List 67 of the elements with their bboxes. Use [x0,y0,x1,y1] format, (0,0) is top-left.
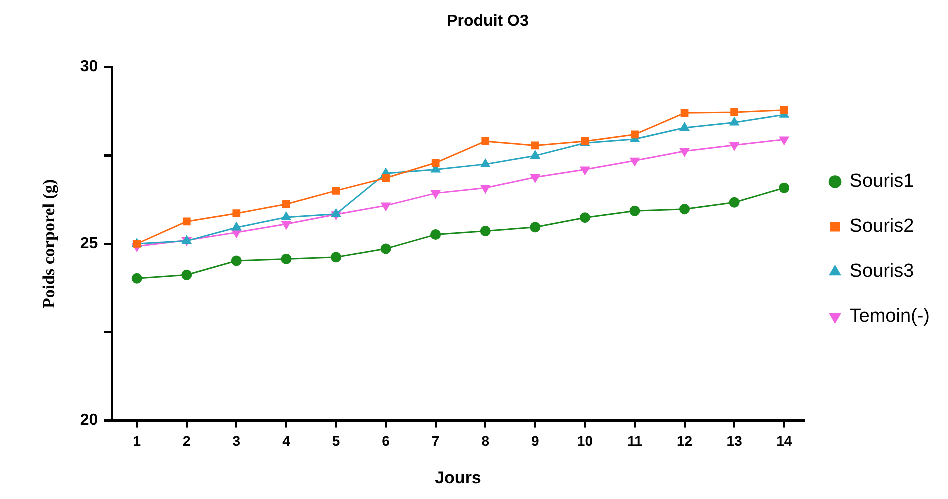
y-tick-label: 30 [80,58,98,76]
point [780,106,788,114]
point [480,226,491,237]
x-tick-label: 3 [232,433,241,450]
point [530,150,540,159]
point [480,159,490,168]
point [282,221,292,230]
x-tick-label: 14 [776,433,792,450]
point [232,222,242,231]
point [531,142,540,150]
x-tick-label: 10 [577,433,594,450]
y-axis-title: Poids corporel (g) [40,179,59,309]
point [730,117,740,126]
point [382,174,390,182]
x-tick-label: 8 [482,433,490,450]
point [530,174,540,183]
point [480,185,490,194]
point [580,212,590,224]
point [779,182,790,194]
point [432,159,440,167]
point [282,212,292,220]
point [380,244,392,254]
x-tick-label: 12 [676,433,693,450]
point [482,138,490,146]
point [331,252,342,263]
point [530,222,541,233]
point [431,190,440,199]
point [332,187,340,195]
point [282,200,290,208]
legend-label: Souris2 [850,216,914,238]
point [232,210,241,218]
chart-title: Produit O3 [447,13,529,30]
x-tick-label: 2 [182,433,191,450]
point [231,256,242,266]
legend-label: Temoin(-) [850,306,930,328]
legend-label: Souris1 [850,171,914,192]
x-tick-label: 9 [532,433,540,450]
point [182,270,192,280]
y-tick-label: 20 [80,412,98,430]
point [281,254,292,264]
point [182,218,191,226]
point [730,142,740,151]
x-tick-label: 5 [332,433,340,450]
point [680,109,689,118]
x-tick-label: 4 [282,433,291,450]
point [680,122,690,132]
point [381,202,391,212]
x-tick-label: 6 [382,433,390,450]
y-tick-label: 25 [80,235,98,252]
point [332,209,341,218]
x-tick-label: 1 [133,433,142,450]
point [630,206,640,216]
point [132,273,142,284]
point [630,158,640,166]
point [729,197,740,208]
point [430,230,442,240]
point [780,136,789,145]
point [631,130,639,139]
point [730,108,738,116]
point [580,166,590,175]
legend-label: Souris3 [850,261,914,282]
x-tick-label: 7 [432,433,440,450]
x-tick-label: 11 [628,433,643,450]
point [680,204,690,215]
x-tick-label: 13 [726,433,743,450]
point [680,148,690,157]
x-axis-title: Jours [435,468,482,488]
